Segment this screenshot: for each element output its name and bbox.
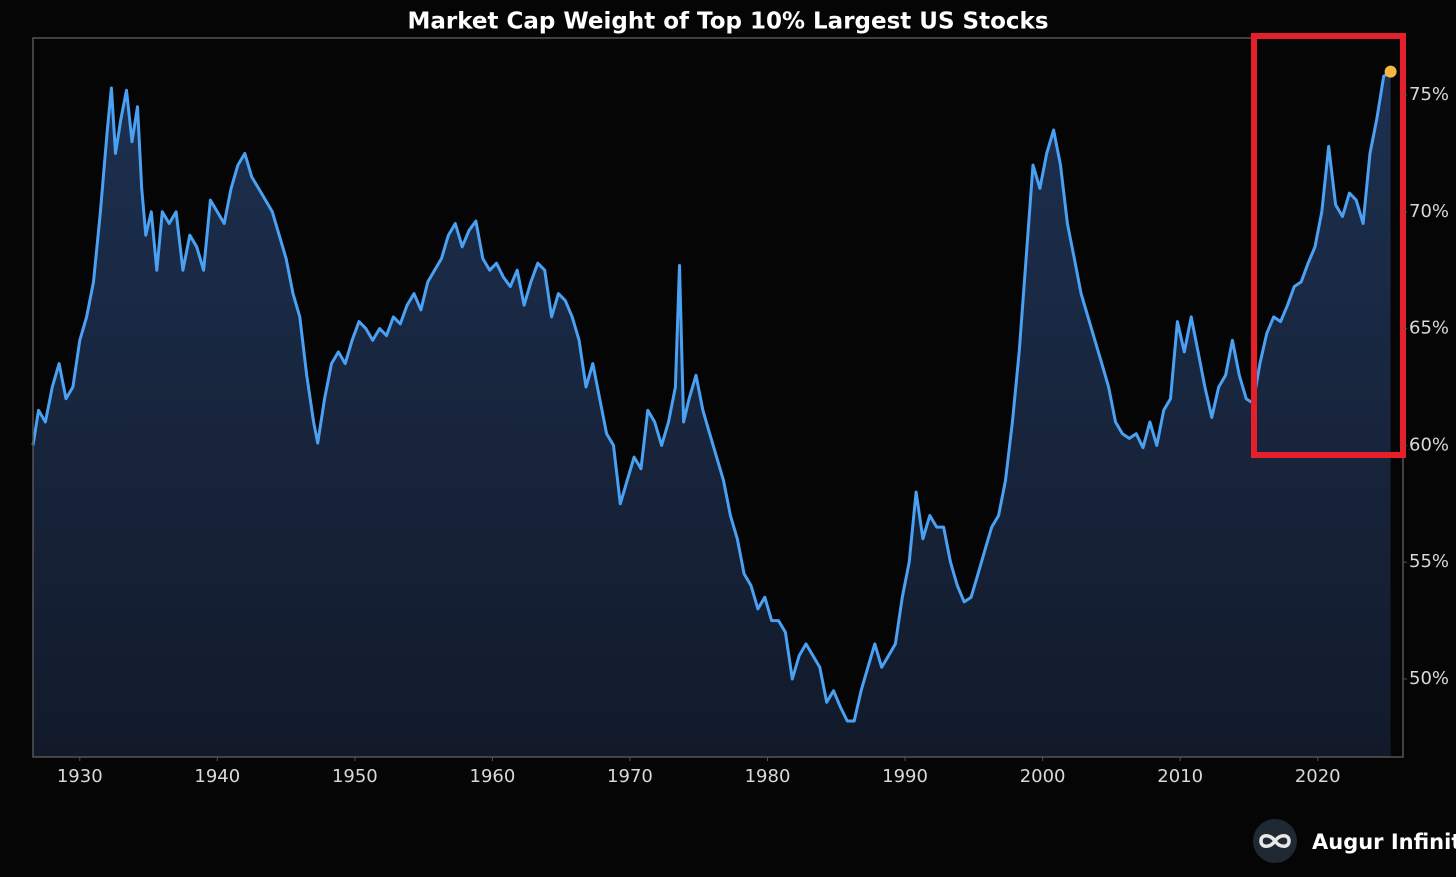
x-tick-label: 2010 [1157,766,1203,787]
x-tick-label: 2000 [1020,766,1066,787]
y-tick-label: 55% [1409,551,1449,572]
x-tick-label: 2020 [1295,766,1341,787]
area [33,71,1391,758]
y-tick-label: 75% [1409,84,1449,105]
x-tick-label: 1990 [882,766,928,787]
brand-name: Augur Infinity [1312,830,1456,854]
x-tick-label: 1960 [470,766,516,787]
logo-infinity [1259,834,1291,848]
brand-logo [1253,819,1297,863]
latest-point [1384,65,1397,78]
y-tick-label: 60% [1409,434,1449,455]
x-tick-label: 1950 [332,766,378,787]
y-tick-label: 70% [1409,201,1449,222]
line [31,70,1392,723]
y-tick-label: 65% [1409,318,1449,339]
x-tick-label: 1980 [745,766,791,787]
x-tick-label: 1970 [607,766,653,787]
x-tick-label: 1940 [194,766,240,787]
plot-area [31,65,1397,758]
highlight-box [1251,33,1406,458]
x-tick-label: 1930 [57,766,103,787]
chart-title: Market Cap Weight of Top 10% Largest US … [407,9,1048,35]
y-tick-label: 50% [1409,668,1449,689]
